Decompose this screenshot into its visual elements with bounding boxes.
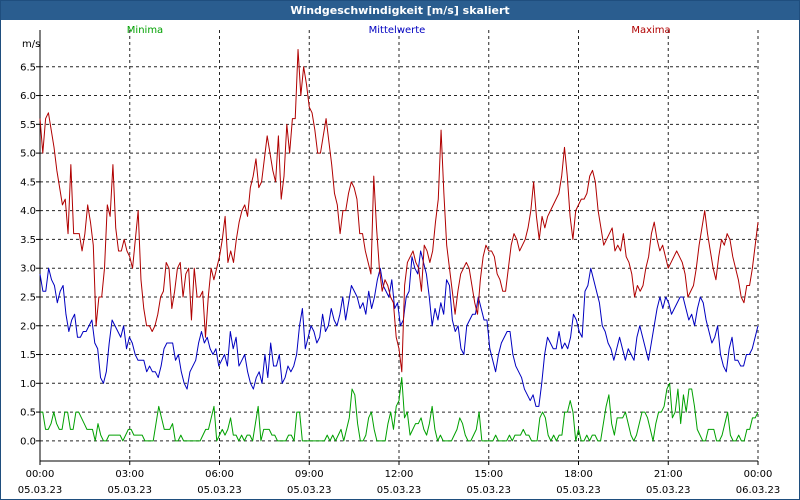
- y-tick-label: 4.0: [20, 206, 36, 217]
- y-axis-unit-label: m/s: [22, 39, 40, 50]
- x-tick-label-date: 05.03.23: [18, 485, 63, 496]
- legend-label-maxima: Maxima: [631, 25, 670, 36]
- x-tick-label-time: 12:00: [385, 469, 414, 480]
- y-tick-label: 6.0: [20, 91, 36, 102]
- series-line-mittelwerte: [39, 250, 759, 407]
- x-tick-label-date: 05.03.23: [466, 485, 511, 496]
- y-tick-label: 0.0: [20, 436, 36, 447]
- x-tick-label-date: 05.03.23: [287, 485, 332, 496]
- y-tick-label: 4.5: [20, 177, 36, 188]
- x-tick-label-date: 05.03.23: [377, 485, 422, 496]
- x-tick-label-time: 18:00: [564, 469, 593, 480]
- y-tick-label: 0.5: [20, 408, 36, 419]
- y-tick-label: 2.5: [20, 292, 36, 303]
- y-tick-label: 1.5: [20, 350, 36, 361]
- x-tick-label-date: 05.03.23: [107, 485, 152, 496]
- y-tick-label: 3.5: [20, 235, 36, 246]
- y-tick-label: 5.5: [20, 120, 36, 131]
- chart-title: Windgeschwindigkeit [m/s] skaliert: [1, 1, 799, 20]
- x-tick-label-date: 05.03.23: [197, 485, 242, 496]
- x-tick-label-time: 09:00: [295, 469, 324, 480]
- y-tick-label: 2.0: [20, 321, 36, 332]
- x-tick-label-date: 05.03.23: [646, 485, 691, 496]
- y-tick-label: 6.5: [20, 62, 36, 73]
- x-tick-label-time: 21:00: [654, 469, 683, 480]
- x-tick-label-time: 15:00: [474, 469, 503, 480]
- legend-label-minima: Minima: [127, 25, 163, 36]
- x-tick-label-time: 00:00: [26, 469, 55, 480]
- legend-label-mittelwerte: Mittelwerte: [369, 25, 426, 36]
- x-tick-label-time: 03:00: [115, 469, 144, 480]
- series-line-maxima: [39, 49, 759, 373]
- y-tick-label: 1.0: [20, 379, 36, 390]
- x-tick-label-time: 00:00: [744, 469, 773, 480]
- x-tick-label-time: 06:00: [205, 469, 234, 480]
- y-tick-label: 3.0: [20, 264, 36, 275]
- x-tick-label-date: 06.03.23: [736, 485, 781, 496]
- y-tick-label: 5.0: [20, 149, 36, 160]
- x-tick-label-date: 05.03.23: [556, 485, 601, 496]
- series-line-minima: [40, 377, 759, 442]
